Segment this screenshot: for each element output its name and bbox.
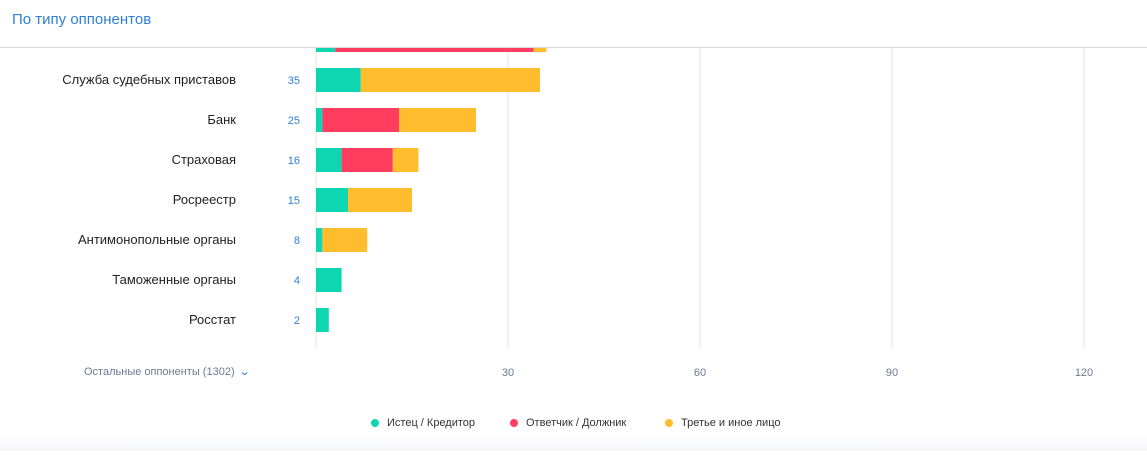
category-count: 15 (288, 195, 300, 207)
chevron-down-icon: ⌄ (238, 366, 251, 378)
legend-label-defendant: Ответчик / Должник (526, 417, 627, 429)
x-tick-label: 120 (1075, 367, 1093, 379)
bar-segment[interactable] (322, 108, 400, 132)
x-tick-label: 30 (502, 367, 514, 379)
bar-segment[interactable] (316, 188, 348, 212)
category-label: Росстат (189, 312, 236, 327)
legend-dot-plaintiff (371, 419, 379, 427)
bar-segment[interactable] (348, 188, 412, 212)
legend-label-plaintiff: Истец / Кредитор (387, 417, 476, 429)
x-tick-label: 90 (886, 367, 898, 379)
category-count: 35 (288, 75, 300, 87)
x-tick-label: 60 (694, 367, 706, 379)
category-label: Антимонопольные органы (78, 232, 236, 247)
legend-label-third-party: Третье и иное лицо (681, 417, 781, 429)
category-count: 8 (294, 235, 300, 247)
bottom-fade (0, 436, 1147, 451)
legend-item-defendant[interactable]: Ответчик / Должник (510, 417, 626, 429)
bar-segment[interactable] (392, 148, 419, 172)
bar-segment[interactable] (316, 228, 323, 252)
chart-legend: Истец / Кредитор Ответчик / Должник Трет… (0, 417, 1147, 433)
category-count: 2 (294, 315, 300, 327)
bar-segment[interactable] (322, 228, 368, 252)
other-opponents-link[interactable]: Остальные оппоненты (1302) ⌄ (84, 365, 251, 379)
legend-dot-third-party (665, 419, 673, 427)
category-label: Служба судебных приставов (62, 72, 236, 87)
category-count: 16 (288, 155, 300, 167)
category-label: Страховая (172, 152, 236, 167)
legend-item-plaintiff[interactable]: Истец / Кредитор (371, 417, 475, 429)
category-label: Таможенные органы (112, 272, 236, 287)
bar-segment[interactable] (316, 308, 329, 332)
bar-segment[interactable] (316, 148, 342, 172)
other-opponents-label: Остальные оппоненты (1302) (84, 365, 235, 378)
section-header: По типу оппонентов (0, 0, 1147, 48)
legend-dot-defendant (510, 419, 518, 427)
category-label: Росреестр (173, 192, 236, 207)
bar-segment[interactable] (316, 268, 342, 292)
bar-segment[interactable] (316, 68, 361, 92)
category-label: Банк (207, 112, 236, 127)
bar-segment[interactable] (360, 68, 540, 92)
bar-segment[interactable] (316, 108, 323, 132)
bar-segment[interactable] (399, 108, 476, 132)
category-count: 25 (288, 115, 300, 127)
section-title[interactable]: По типу оппонентов (12, 11, 152, 28)
category-count: 4 (294, 275, 300, 287)
legend-item-third-party[interactable]: Третье и иное лицо (665, 417, 780, 429)
bar-segment[interactable] (341, 148, 393, 172)
